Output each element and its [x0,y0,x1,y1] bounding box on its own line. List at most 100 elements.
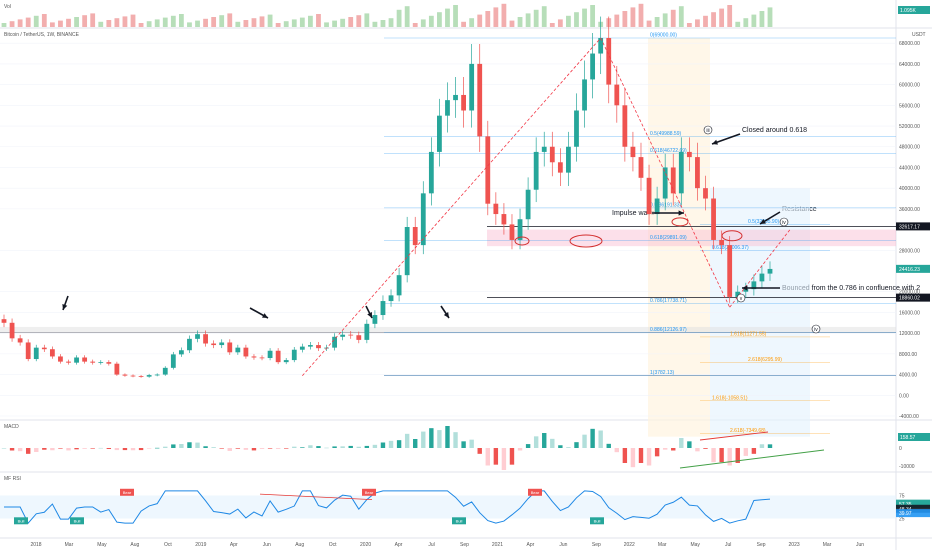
time-axis-label: Apr [395,542,403,548]
annotation-impulse-wave[interactable]: Impulse wave [612,210,655,217]
candle-body [106,362,112,364]
candle-body [695,157,700,189]
macd-pane-title[interactable]: MACD [4,424,19,430]
candle-body [485,136,491,204]
fib-level-label: 0(69000.00) [650,33,677,39]
candle-body [66,361,71,363]
price-axis-tick: 36000.00 [899,207,920,213]
volume-bar [235,21,241,27]
fib-level-label: 0.5(49988.59) [650,131,681,137]
candle-body [686,151,692,158]
candle-body [541,146,547,152]
macd-bar [243,448,249,450]
macd-bar [614,448,619,453]
candle-body [299,346,305,350]
volume-bar [291,19,297,27]
candle-body [154,374,160,376]
volume-bar [187,22,192,27]
macd-axis-tick: 0 [899,446,902,452]
annotation-arrow-head [760,218,766,224]
volume-bar [9,21,15,27]
candle-body [662,167,668,199]
volume-bar [356,15,362,27]
candle-body [598,38,604,54]
macd-axis-tick: -10000 [899,464,915,470]
candle-body [557,162,563,173]
candle-body [227,342,233,353]
symbol-title[interactable]: Bitcoin / TetherUS, 1W, BINANCE [4,32,80,38]
macd-bar [662,448,668,450]
macd-bar [429,428,434,448]
volume-bar [420,19,426,27]
macd-bar [50,448,55,451]
price-axis-tick: 68000.00 [899,41,920,47]
rsi-signal-label: Bull [594,519,601,524]
macd-divergence-line [699,431,769,441]
macd-bar [509,448,515,465]
macd-bar [98,447,103,449]
candle-body [759,273,765,282]
candle-body [445,100,450,116]
annotation-bounced[interactable]: Bounced from the 0.786 in confluence wit… [782,285,920,292]
rsi-signal-badge [452,517,466,525]
macd-value-tag [898,433,930,441]
resistance-zone [487,229,896,247]
annotation-arrow-head [367,312,372,318]
price-axis-tick: 12000.00 [899,331,920,337]
candle-body [316,345,321,349]
candle-body [146,375,152,377]
candle-body [767,268,773,274]
wave-label-circle [779,217,789,227]
macd-bar [332,446,337,448]
volume-value-tag [898,6,930,14]
macd-bar [679,438,684,448]
wave-label-circle [703,125,713,135]
rsi-signal-badge [70,517,84,525]
volume-bar [364,13,370,27]
volume-bar [227,13,233,27]
volume-pane-title[interactable]: Vol [4,4,11,10]
macd-bar [646,448,652,466]
volume-bar [428,15,434,27]
macd-bar [179,444,184,448]
candle-body [267,350,273,359]
rsi-signal-badge [362,488,376,496]
candle-body [549,146,555,163]
volume-bar [493,7,499,28]
macd-bar [743,448,749,456]
annotation-closed-618[interactable]: Closed around 0.618 [742,127,807,134]
volume-bar [372,21,378,27]
rsi-signal-label: Bear [123,490,132,495]
volume-bar [195,20,200,27]
macd-bar [364,445,370,448]
candle-body [178,350,184,355]
time-axis-label: Jun [263,542,271,548]
candle-body [332,336,337,348]
macd-bar [58,448,63,449]
candle-body [654,198,660,215]
fib-level-label: 0.5(36191.33) [650,202,681,208]
volume-bar [203,18,208,27]
macd-bar [138,448,144,451]
volume-bar [670,9,676,28]
macd-bar [477,448,482,454]
rsi-pane-title[interactable]: MF RSI [4,476,21,482]
fib-level-label: 1.618(-1058.51) [712,395,748,401]
macd-bar [630,448,636,468]
chart-drawings[interactable]: iii iv v iv [62,37,821,376]
macd-bar [719,448,724,463]
volume-bar [219,15,225,27]
rsi-value-tag [896,500,930,509]
volume-bar [1,23,7,27]
macd-bar [284,448,289,449]
price-axis-tick: 16000.00 [899,310,920,316]
volume-bar [582,8,587,27]
time-axis-label: Aug [295,542,304,548]
price-axis-tick: 60000.00 [899,83,920,89]
price-tag-label: 24416.23 [899,267,920,273]
macd-bar [598,430,603,448]
candle-body [283,360,289,363]
volume-bar [485,11,491,27]
macd-bar [292,446,297,448]
